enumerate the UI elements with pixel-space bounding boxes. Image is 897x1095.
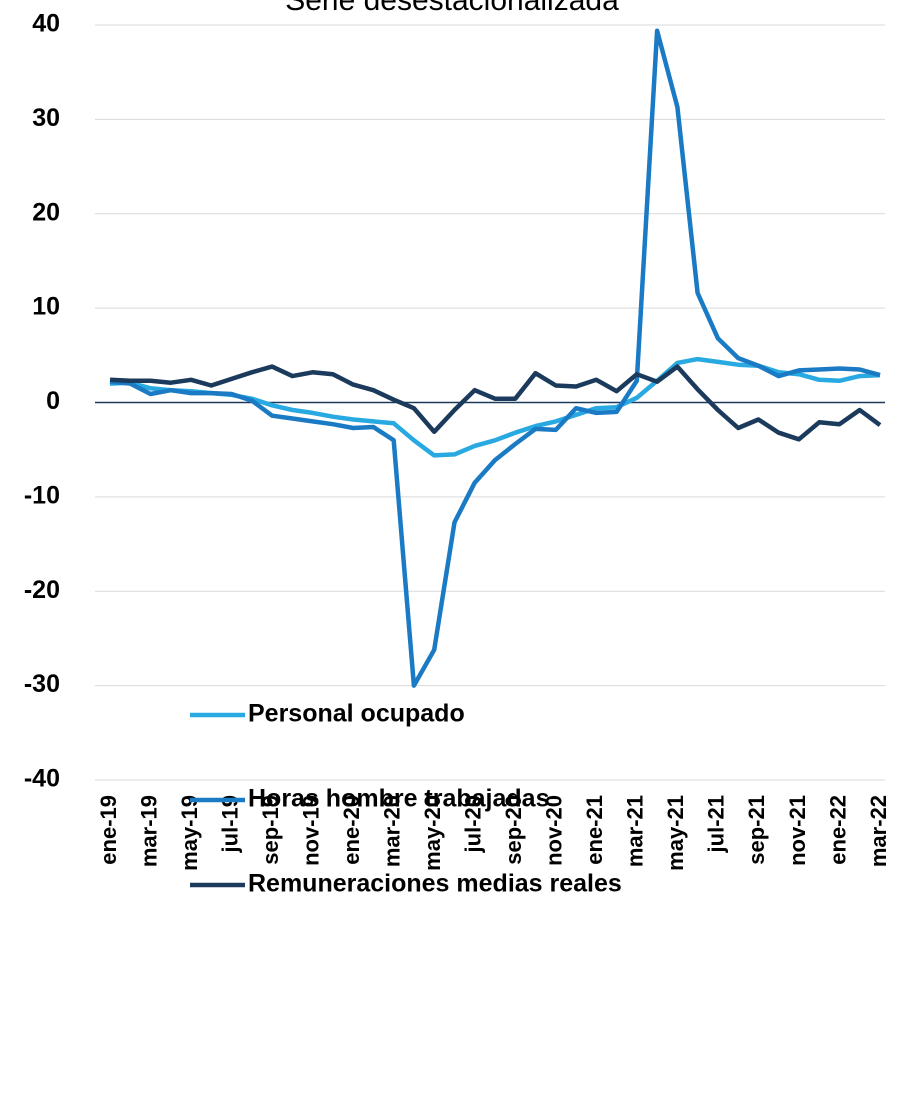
y-tick-label: 40 xyxy=(32,10,60,38)
x-tick-label: ene-21 xyxy=(582,795,607,865)
y-tick-label: -30 xyxy=(24,670,60,698)
y-tick-label: 20 xyxy=(32,198,60,226)
x-tick-label: jul-20 xyxy=(461,795,486,853)
x-tick-label: mar-19 xyxy=(136,795,161,867)
x-tick-label: ene-22 xyxy=(825,795,850,865)
series-line xyxy=(109,356,881,458)
y-tick-label: 10 xyxy=(32,293,60,321)
x-tick-label: may-21 xyxy=(663,795,688,871)
series-line xyxy=(109,364,882,442)
y-tick-label: 0 xyxy=(46,387,60,415)
x-tick-label: nov-21 xyxy=(785,795,810,866)
y-tick-label: -10 xyxy=(24,481,60,509)
y-tick-label: -20 xyxy=(24,576,60,604)
x-tick-label: mar-21 xyxy=(623,795,648,867)
x-tick-label: sep-20 xyxy=(501,795,526,865)
x-tick-label: may-19 xyxy=(177,795,202,871)
y-tick-label: 30 xyxy=(32,104,60,132)
x-tick-label: nov-20 xyxy=(542,795,567,866)
legend-label: Horas hombre trabajadas xyxy=(248,785,550,813)
legend-label: Personal ocupado xyxy=(248,700,465,728)
x-tick-label: may-20 xyxy=(420,795,445,871)
y-tick-label: -40 xyxy=(24,765,60,793)
x-tick-label: sep-21 xyxy=(744,795,769,865)
x-tick-label: ene-20 xyxy=(339,795,364,865)
x-tick-label: nov-19 xyxy=(298,795,323,866)
x-tick-label: ene-19 xyxy=(96,795,121,865)
legend-label: Remuneraciones medias reales xyxy=(248,870,622,898)
x-tick-label: mar-20 xyxy=(379,795,404,867)
x-tick-label: sep-19 xyxy=(258,795,283,865)
x-tick-label: jul-21 xyxy=(704,795,729,853)
x-tick-label: jul-19 xyxy=(217,795,242,853)
series-line xyxy=(109,28,881,688)
x-tick-label: mar-22 xyxy=(866,795,891,867)
chart-title: Serie desestacionalizada xyxy=(285,0,619,17)
